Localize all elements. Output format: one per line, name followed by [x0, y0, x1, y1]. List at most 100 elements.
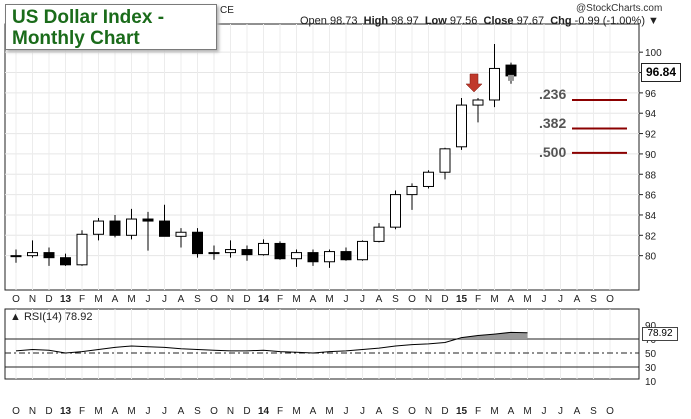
x-tick-label-rsi: D [45, 406, 52, 417]
x-tick-label: A [112, 294, 119, 305]
chart-title-line1: US Dollar Index - [12, 7, 165, 28]
x-tick-label-rsi: 13 [60, 406, 72, 417]
candle-body [76, 233, 88, 266]
x-tick-label: M [94, 294, 102, 305]
x-tick-label-rsi: O [12, 406, 20, 417]
x-tick-label-rsi: M [94, 406, 102, 417]
rsi-tick-label: 30 [645, 363, 657, 374]
rsi-tag-icon: ▲ [10, 311, 21, 323]
x-tick-label-rsi: F [475, 406, 481, 417]
x-tick-label: A [310, 294, 317, 305]
chart-title-line2: Monthly Chart [12, 28, 140, 49]
x-tick-label-rsi: A [508, 406, 515, 417]
price-tick-label: 88 [645, 170, 657, 181]
candle-body [324, 251, 335, 263]
x-tick-label: A [508, 294, 515, 305]
x-tick-label-rsi: A [574, 406, 581, 417]
chg-value: -0.99 (-1.00%) [574, 15, 645, 27]
x-tick-label-rsi: A [310, 406, 317, 417]
x-tick-label-rsi: J [360, 406, 365, 417]
last-price-badge: 96.84 [641, 63, 681, 82]
candle-body [406, 185, 418, 196]
rsi-value-badge: 78.92 [642, 327, 678, 341]
x-tick-label-rsi: S [590, 406, 597, 417]
candle-body [390, 194, 401, 228]
x-tick-label-rsi: O [606, 406, 614, 417]
x-tick-label: J [146, 294, 151, 305]
x-tick-label-rsi: M [490, 406, 498, 417]
x-tick-label-rsi: M [325, 406, 333, 417]
candle-body [142, 218, 154, 222]
x-tick-label-rsi: N [29, 406, 36, 417]
high-value: 98.97 [391, 15, 419, 27]
price-tick-label: 100 [645, 48, 662, 59]
candle-body [456, 104, 467, 148]
x-tick-label: M [523, 294, 531, 305]
rsi-tick-label: 90 [645, 321, 657, 332]
x-tick-label-rsi: D [243, 406, 250, 417]
candle-body [258, 242, 269, 256]
x-tick-label: M [292, 294, 300, 305]
x-tick-label: N [425, 294, 432, 305]
open-value: 98.73 [329, 15, 358, 27]
price-tick-label: 94 [645, 109, 657, 120]
x-tick-label: F [79, 294, 85, 305]
candle-body [175, 231, 187, 237]
price-tick-label: 84 [645, 211, 657, 222]
x-tick-label: D [243, 294, 250, 305]
candle-body [423, 171, 434, 187]
x-tick-label: A [574, 294, 581, 305]
x-tick-label-rsi: F [79, 406, 85, 417]
x-tick-label-rsi: J [162, 406, 167, 417]
x-tick-label: 14 [258, 294, 270, 305]
x-tick-label: D [441, 294, 448, 305]
price-tick-label: 80 [645, 252, 657, 263]
x-tick-label-rsi: F [277, 406, 283, 417]
x-tick-label: S [392, 294, 399, 305]
x-tick-label: M [325, 294, 333, 305]
candle-body [93, 220, 104, 235]
rsi-label-text: RSI(14) 78.92 [23, 311, 93, 323]
low-label: Low [424, 15, 447, 27]
candle-body [159, 220, 170, 237]
candle-body [109, 220, 121, 236]
last-close-marker [508, 74, 514, 81]
x-tick-label: F [277, 294, 283, 305]
rsi-series [5, 331, 639, 368]
open-label: Open [300, 15, 327, 27]
candle-body [27, 252, 38, 257]
x-tick-label: M [490, 294, 498, 305]
x-tick-label: 13 [60, 294, 72, 305]
price-tick-label: 92 [645, 130, 657, 141]
candle-body [274, 242, 286, 260]
x-tick-label: O [210, 294, 218, 305]
price-tick-label: 82 [645, 231, 657, 242]
x-tick-label-rsi: S [194, 406, 201, 417]
x-tick-label-rsi: J [344, 406, 349, 417]
x-tick-label: 15 [456, 294, 468, 305]
candle-body [225, 249, 236, 254]
candle-body [489, 67, 500, 101]
x-tick-labels: OONNDD1313FFMMAAMMJJJJAASSOONNDD1414FFMM… [12, 294, 614, 417]
chart-title-box: US Dollar Index - Monthly Chart [5, 4, 217, 50]
candle-body [307, 252, 319, 263]
candle-body [373, 226, 385, 242]
price-tick-label: 96 [645, 89, 657, 100]
low-value: 97.56 [449, 15, 478, 27]
chevron-down-icon[interactable]: ▼ [648, 15, 659, 27]
fib-label-500: .500 [539, 144, 567, 160]
candle-body [10, 255, 22, 258]
candle-body [472, 99, 484, 106]
candle-body [43, 252, 55, 259]
fib-label-236: .236 [539, 86, 567, 102]
x-tick-label-rsi: M [292, 406, 300, 417]
x-tick-label: J [162, 294, 167, 305]
ohlc-bar: Open 98.73 High 98.97 Low 97.56 Close 97… [300, 15, 659, 27]
candles [10, 44, 517, 268]
x-tick-label: O [408, 294, 416, 305]
x-tick-label: N [29, 294, 36, 305]
candle-body [505, 64, 517, 77]
price-tick-label: 86 [645, 191, 657, 202]
price-tick-label: 90 [645, 150, 657, 161]
